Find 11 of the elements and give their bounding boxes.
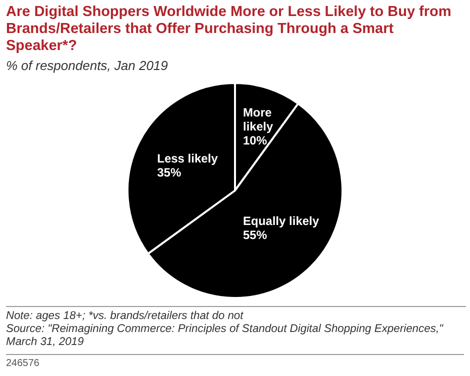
slice-label: Less likely [157,151,218,166]
text: Note: ages 18+; *vs. brands/retailers that do not [6,310,244,322]
data-label: 35% [157,165,182,180]
chart-title: Are Digital Shoppers Worldwide More or Less Likely to Buy from Brands/Retailers that Offer Purchasing Through a Smart Speaker*? [6,4,452,55]
source-note: Source: "Reimagining Commerce: Principles of Standout Digital Shopping Experiences," March 31, 2019 [6,323,444,348]
data-label: 55% [243,228,268,242]
slice-label: Equally likely [243,214,320,228]
slice-label: More likely [243,105,274,134]
data-label: 10% [243,133,268,148]
chart-subtitle: % of respondents, Jan 2019 [6,58,168,73]
text: 246576 [6,354,464,369]
